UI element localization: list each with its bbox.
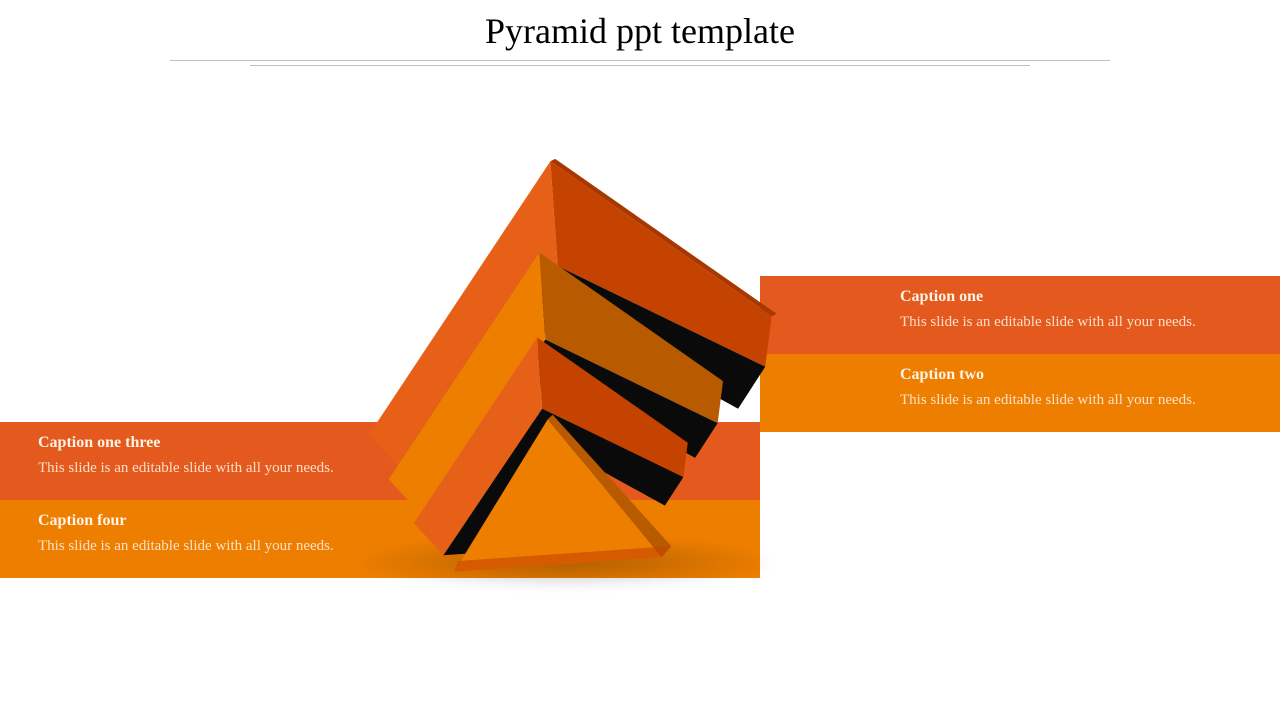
caption-title: Caption one bbox=[900, 288, 1280, 306]
page-title: Pyramid ppt template bbox=[0, 10, 1280, 52]
caption-desc: This slide is an editable slide with all… bbox=[900, 314, 1280, 331]
caption-desc: This slide is an editable slide with all… bbox=[900, 392, 1280, 409]
caption-bar-two: Caption two This slide is an editable sl… bbox=[760, 354, 1280, 432]
caption-title: Caption two bbox=[900, 366, 1280, 384]
caption-bar-one: Caption one This slide is an editable sl… bbox=[760, 276, 1280, 354]
hr-inner bbox=[250, 65, 1030, 66]
pyramid-diagram bbox=[345, 150, 805, 590]
hr-outer bbox=[170, 60, 1110, 61]
